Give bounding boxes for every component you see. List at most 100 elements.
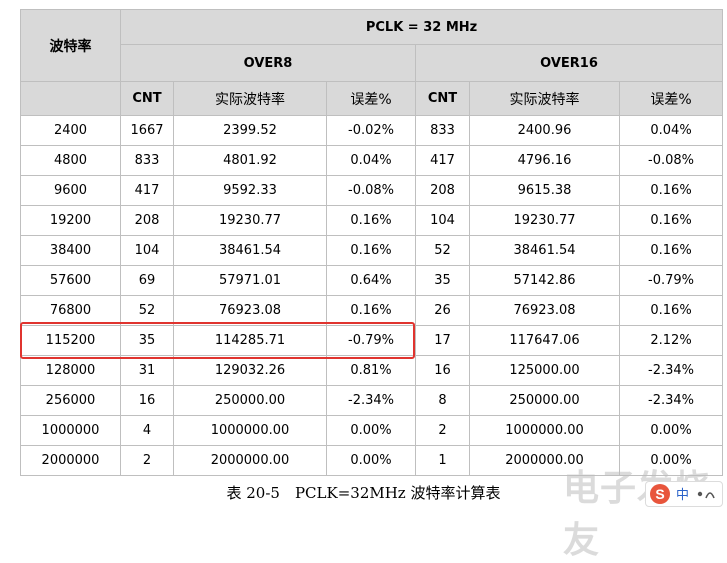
table-row: 19200 208 19230.77 0.16% 104 19230.77 0.16% xyxy=(20,205,724,236)
pclk-header: PCLK = 32 MHz xyxy=(119,9,724,45)
over16-actual-baud-cell: 117647.06 xyxy=(469,325,620,356)
baud-rate-cell: 2400 xyxy=(20,115,121,146)
baud-rate-cell: 57600 xyxy=(20,265,121,296)
over8-actual-baud-cell: 57971.01 xyxy=(173,265,327,296)
table-row: 38400 104 38461.54 0.16% 52 38461.54 0.16% xyxy=(20,235,724,266)
over8-actual-baud-cell: 250000.00 xyxy=(173,385,327,416)
over16-cnt-cell: 16 xyxy=(415,355,470,386)
over16-actual-baud-cell: 2000000.00 xyxy=(469,445,620,476)
group-header-over8: OVER8 xyxy=(120,44,416,82)
subheader-actual-baud: 实际波特率 xyxy=(173,81,327,116)
over8-error-cell: 0.04% xyxy=(326,145,416,176)
baud-rate-cell: 19200 xyxy=(20,205,121,236)
table-row: 1000000 4 1000000.00 0.00% 2 1000000.00 0.00% xyxy=(20,415,724,446)
over8-cnt-cell: 417 xyxy=(120,175,174,206)
over16-cnt-cell: 17 xyxy=(415,325,470,356)
ime-toolbar-icon: 中 xyxy=(676,488,715,502)
over16-error-cell: 0.00% xyxy=(618,445,724,476)
over16-error-cell: 0.00% xyxy=(618,415,724,446)
over16-actual-baud-cell: 250000.00 xyxy=(469,385,620,416)
over8-cnt-cell: 833 xyxy=(120,145,174,176)
over16-cnt-cell: 35 xyxy=(415,265,470,296)
over8-error-cell: -0.08% xyxy=(326,175,416,206)
table-row: 4800 833 4801.92 0.04% 417 4796.16 -0.08% xyxy=(20,145,724,176)
over16-error-cell: 0.04% xyxy=(618,115,724,146)
over16-cnt-cell: 833 xyxy=(415,115,470,146)
over8-actual-baud-cell: 2399.52 xyxy=(173,115,327,146)
over16-cnt-cell: 1 xyxy=(415,445,470,476)
baud-rate-cell: 128000 xyxy=(20,355,121,386)
over16-cnt-cell: 104 xyxy=(415,205,470,236)
over8-actual-baud-cell: 19230.77 xyxy=(173,205,327,236)
baud-rate-cell: 76800 xyxy=(20,295,121,326)
over8-actual-baud-cell: 114285.71 xyxy=(173,325,327,356)
subheader-error: 误差% xyxy=(326,81,416,116)
over8-error-cell: 0.64% xyxy=(326,265,416,296)
over8-cnt-cell: 1667 xyxy=(120,115,174,146)
over8-cnt-cell: 104 xyxy=(120,235,174,266)
baud-rate-table: 波特率 PCLK = 32 MHz OVER8 OVER16 CNT 实际波特率… xyxy=(20,9,724,476)
over16-error-cell: 0.16% xyxy=(618,175,724,206)
over16-actual-baud-cell: 9615.38 xyxy=(469,175,620,206)
over8-error-cell: 0.00% xyxy=(326,445,416,476)
over8-error-cell: -2.34% xyxy=(326,385,416,416)
group-header-over16: OVER16 xyxy=(414,44,724,82)
over8-cnt-cell: 2 xyxy=(120,445,174,476)
sogou-s-icon: S xyxy=(650,484,670,504)
over16-actual-baud-cell: 4796.16 xyxy=(469,145,620,176)
over16-cnt-cell: 52 xyxy=(415,235,470,266)
over8-cnt-cell: 35 xyxy=(120,325,174,356)
over16-error-cell: -2.34% xyxy=(618,385,724,416)
table-row: 2000000 2 2000000.00 0.00% 1 2000000.00 0.00% xyxy=(20,445,724,476)
over8-error-cell: 0.16% xyxy=(326,235,416,266)
over16-actual-baud-cell: 57142.86 xyxy=(469,265,620,296)
over8-actual-baud-cell: 1000000.00 xyxy=(173,415,327,446)
over8-error-cell: -0.02% xyxy=(326,115,416,146)
over16-error-cell: -0.79% xyxy=(618,265,724,296)
over16-actual-baud-cell: 2400.96 xyxy=(469,115,620,146)
over8-error-cell: 0.00% xyxy=(326,415,416,446)
over8-error-cell: 0.16% xyxy=(326,295,416,326)
corner-header: 波特率 xyxy=(20,9,121,82)
over8-cnt-cell: 69 xyxy=(120,265,174,296)
over8-actual-baud-cell: 129032.26 xyxy=(173,355,327,386)
over16-actual-baud-cell: 38461.54 xyxy=(469,235,620,266)
over16-actual-baud-cell: 1000000.00 xyxy=(469,415,620,446)
baud-rate-cell: 115200 xyxy=(20,325,121,356)
over16-error-cell: 0.16% xyxy=(618,235,724,266)
table-row: 115200 35 114285.71 -0.79% 17 117647.06 2.12% xyxy=(20,325,724,356)
table-row: 256000 16 250000.00 -2.34% 8 250000.00 -2.34% xyxy=(20,385,724,416)
over16-error-cell: 2.12% xyxy=(618,325,724,356)
subheader-cnt: CNT xyxy=(415,81,470,116)
over8-error-cell: 0.16% xyxy=(326,205,416,236)
over8-error-cell: -0.79% xyxy=(326,325,416,356)
header-row-columns: CNT 实际波特率 误差% CNT 实际波特率 误差% xyxy=(20,81,724,116)
over8-cnt-cell: 208 xyxy=(120,205,174,236)
over8-actual-baud-cell: 4801.92 xyxy=(173,145,327,176)
watermark-text: 电子发烧友 xyxy=(563,467,712,560)
baud-rate-cell: 1000000 xyxy=(20,415,121,446)
over8-actual-baud-cell: 9592.33 xyxy=(173,175,327,206)
over16-error-cell: -0.08% xyxy=(618,145,724,176)
over8-cnt-cell: 16 xyxy=(120,385,174,416)
sogou-logo: S 中 xyxy=(645,481,723,507)
table-body: 波特率 PCLK = 32 MHz OVER8 OVER16 CNT 实际波特率… xyxy=(20,9,724,476)
baud-rate-cell: 256000 xyxy=(20,385,121,416)
table-row: 76800 52 76923.08 0.16% 26 76923.08 0.16% xyxy=(20,295,724,326)
over16-error-cell: 0.16% xyxy=(618,295,724,326)
subheader-blank xyxy=(20,81,121,116)
over8-actual-baud-cell: 2000000.00 xyxy=(173,445,327,476)
header-row-groups: OVER8 OVER16 xyxy=(21,44,724,82)
subheader-cnt: CNT xyxy=(120,81,174,116)
over8-cnt-cell: 4 xyxy=(120,415,174,446)
subheader-error: 误差% xyxy=(618,81,724,116)
over16-cnt-cell: 208 xyxy=(415,175,470,206)
table-row: 57600 69 57971.01 0.64% 35 57142.86 -0.79% xyxy=(20,265,724,296)
table-caption: 表 20-5 PCLK=32MHz 波特率计算表 xyxy=(226,484,501,502)
over16-cnt-cell: 2 xyxy=(415,415,470,446)
over16-actual-baud-cell: 19230.77 xyxy=(469,205,620,236)
baud-rate-cell: 2000000 xyxy=(20,445,121,476)
over8-error-cell: 0.81% xyxy=(326,355,416,386)
header-row-pclk: 波特率 PCLK = 32 MHz xyxy=(20,9,724,82)
over16-error-cell: -2.34% xyxy=(618,355,724,386)
